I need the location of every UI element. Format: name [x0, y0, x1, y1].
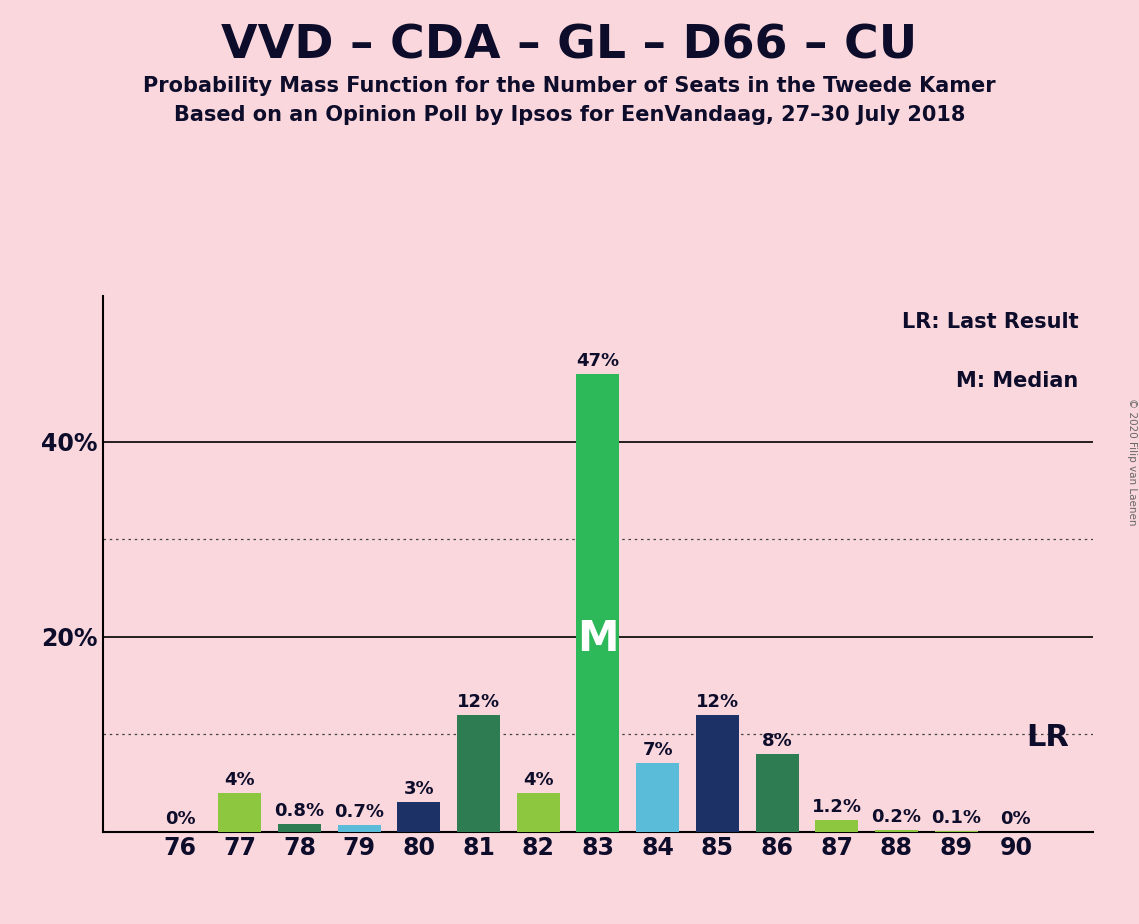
Text: 0%: 0%: [1000, 809, 1031, 828]
Text: 0.2%: 0.2%: [871, 808, 921, 826]
Text: M: Median: M: Median: [957, 371, 1079, 391]
Text: 7%: 7%: [642, 741, 673, 760]
Text: 3%: 3%: [403, 781, 434, 798]
Bar: [935, 831, 977, 832]
Text: M: M: [577, 618, 618, 661]
Bar: [219, 793, 261, 832]
Bar: [398, 802, 441, 832]
Text: 4%: 4%: [523, 771, 554, 789]
Bar: [576, 373, 620, 832]
Text: LR: LR: [1026, 723, 1068, 752]
Bar: [337, 825, 380, 832]
Bar: [816, 820, 859, 832]
Text: 12%: 12%: [696, 693, 739, 711]
Text: LR: Last Result: LR: Last Result: [902, 311, 1079, 332]
Bar: [457, 714, 500, 832]
Text: 0.7%: 0.7%: [334, 803, 384, 821]
Text: 47%: 47%: [576, 352, 620, 370]
Text: Probability Mass Function for the Number of Seats in the Tweede Kamer: Probability Mass Function for the Number…: [144, 76, 995, 96]
Bar: [696, 714, 739, 832]
Text: Based on an Opinion Poll by Ipsos for EenVandaag, 27–30 July 2018: Based on an Opinion Poll by Ipsos for Ee…: [174, 105, 965, 126]
Bar: [755, 754, 798, 832]
Text: 1.2%: 1.2%: [812, 798, 862, 816]
Bar: [637, 763, 679, 832]
Text: 0.1%: 0.1%: [932, 808, 981, 827]
Text: © 2020 Filip van Laenen: © 2020 Filip van Laenen: [1126, 398, 1137, 526]
Text: 12%: 12%: [457, 693, 500, 711]
Text: 4%: 4%: [224, 771, 255, 789]
Text: 0.8%: 0.8%: [274, 802, 325, 820]
Text: 0%: 0%: [165, 809, 196, 828]
Text: VVD – CDA – GL – D66 – CU: VVD – CDA – GL – D66 – CU: [221, 23, 918, 68]
Text: 8%: 8%: [762, 732, 793, 749]
Bar: [278, 824, 321, 832]
Bar: [517, 793, 559, 832]
Bar: [875, 830, 918, 832]
